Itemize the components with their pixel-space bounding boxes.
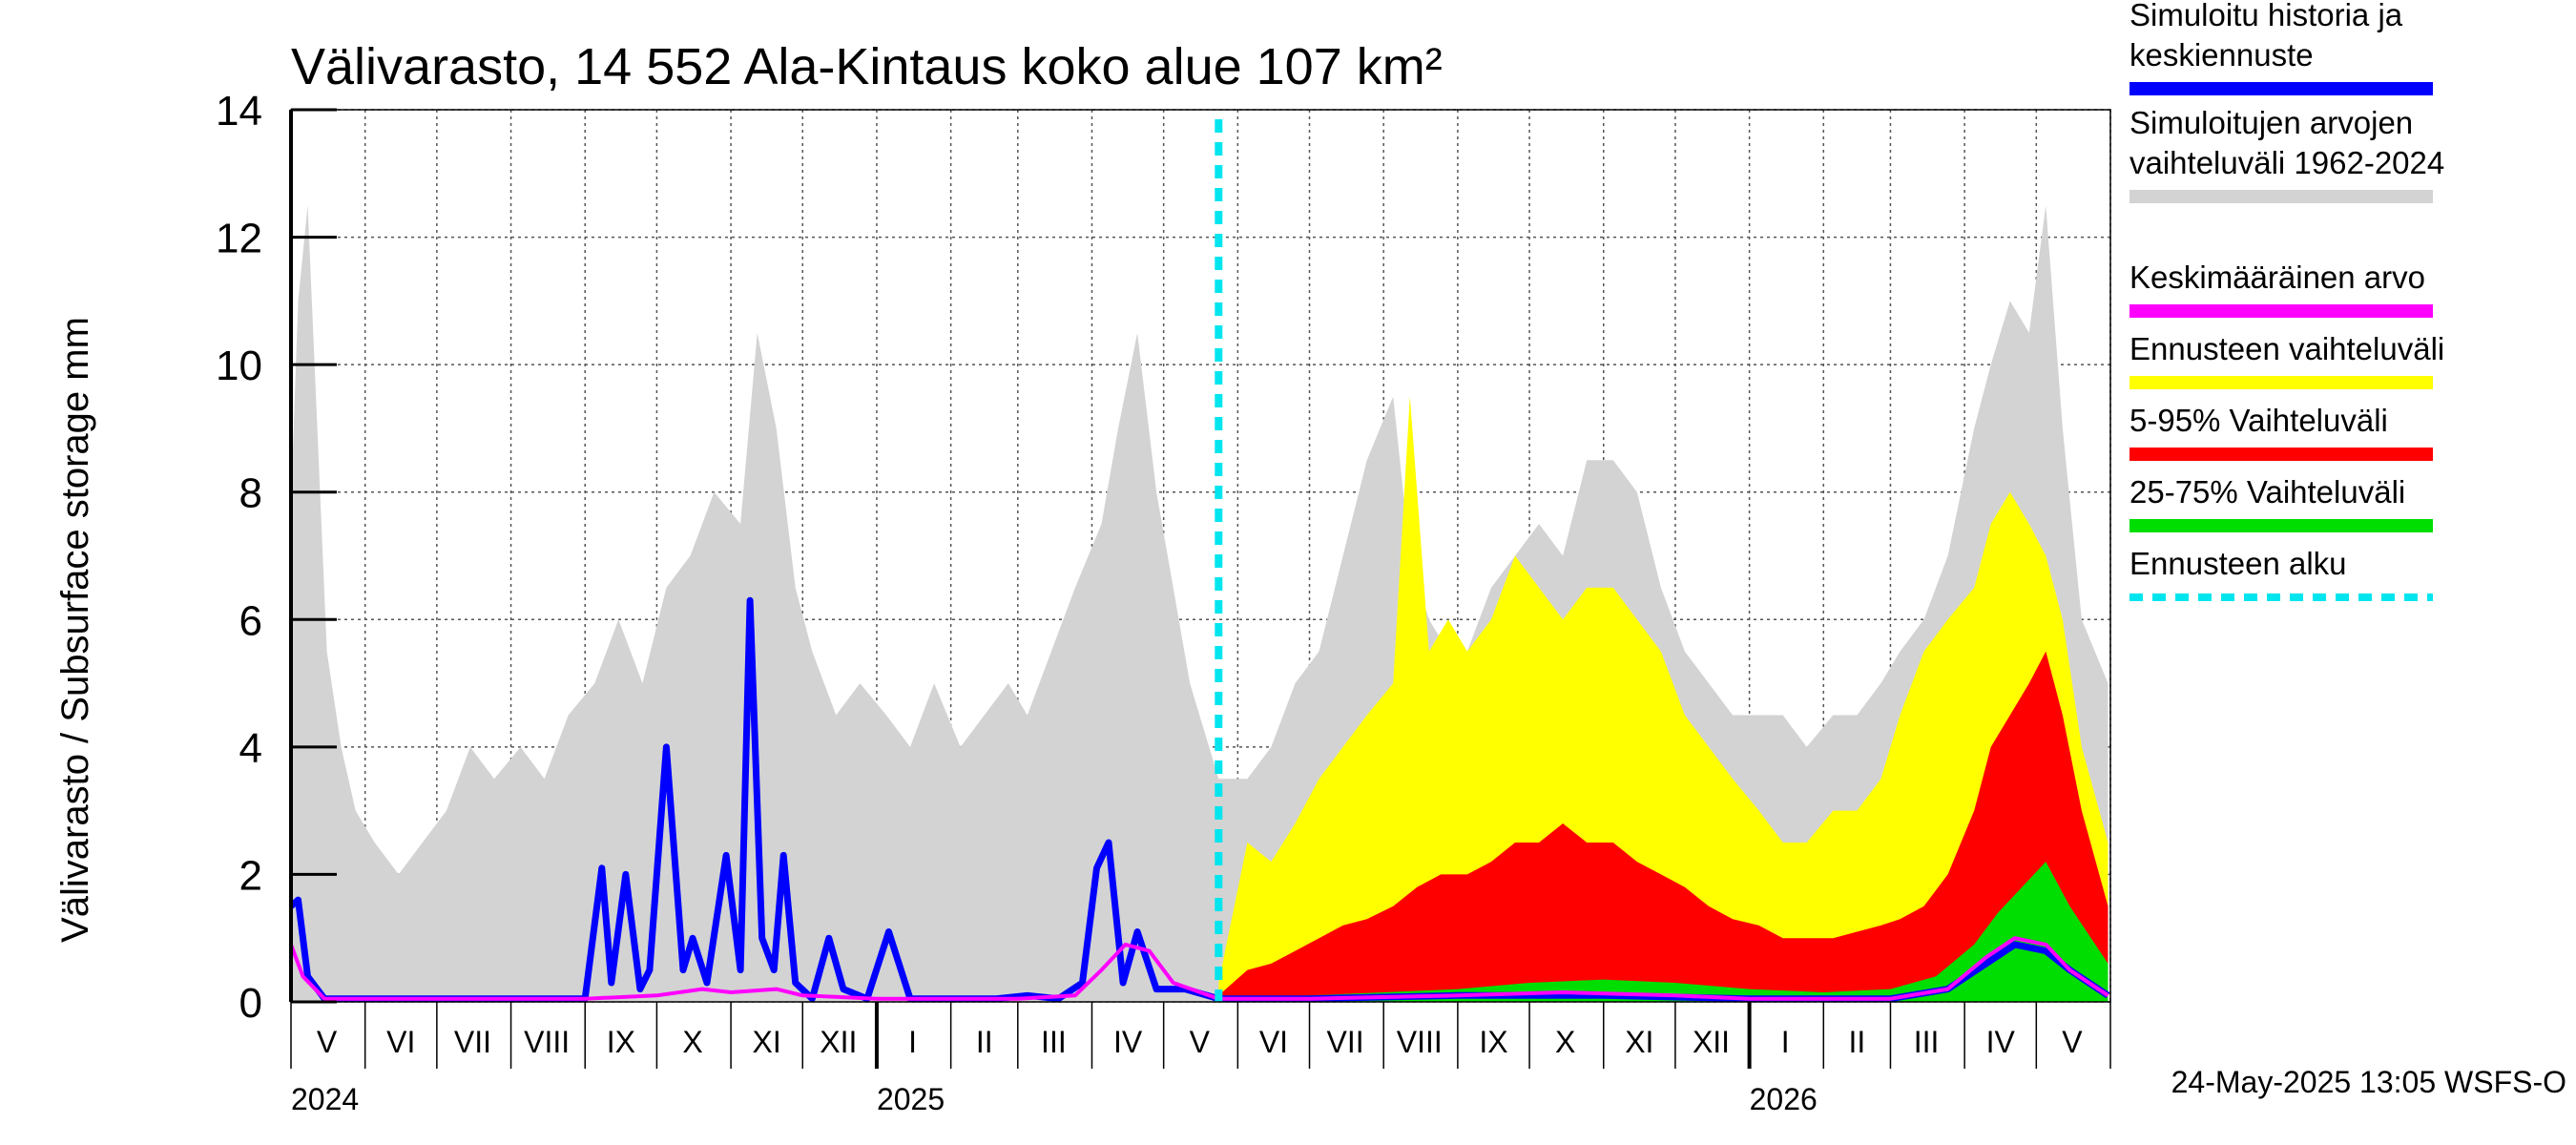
month-label: IX [607,1025,635,1059]
y-tick-label: 2 [239,852,262,899]
month-label: X [1555,1025,1575,1059]
month-label: VII [454,1025,491,1059]
month-label: IV [1113,1025,1143,1059]
chart-title: Välivarasto, 14 552 Ala-Kintaus koko alu… [291,38,1443,95]
series-lines [288,119,2110,1003]
month-label: III [1041,1025,1067,1059]
month-label: IV [1986,1025,2016,1059]
month-label: VI [386,1025,415,1059]
year-label: 2024 [291,1082,359,1116]
legend-label: Ennusteen vaihteluväli [2129,331,2444,366]
timestamp-annotation: 24-May-2025 13:05 WSFS-O [2171,1065,2566,1099]
year-label: 2025 [877,1082,945,1116]
legend-label: Simuloitu historia ja [2129,0,2403,32]
y-tick-label: 14 [216,88,262,135]
month-label: XII [1693,1025,1730,1059]
month-label: VII [1327,1025,1364,1059]
legend-label: 5-95% Vaihteluväli [2129,403,2388,438]
mean-value-line [289,936,2109,1001]
month-label: XI [753,1025,781,1059]
legend-label: keskiennuste [2129,37,2314,73]
month-label: X [682,1025,702,1059]
month-label: IX [1479,1025,1507,1059]
y-tick-labels: 0 2 4 6 8 10 12 14 [216,88,337,1027]
month-label: VIII [1397,1025,1443,1059]
legend-label: Ennusteen alku [2129,546,2347,581]
month-label: I [1781,1025,1790,1059]
range-areas [291,205,2109,1002]
month-label: I [908,1025,917,1059]
legend-label: vaihteluväli 1962-2024 [2129,145,2444,180]
forecast-range-area [1218,396,2109,1002]
legend: Simuloitu historia ja keskiennuste Simuloi… [2129,0,2444,601]
range-25-75-area [1218,862,2109,1002]
month-label: V [1190,1025,1211,1059]
month-label: II [976,1025,993,1059]
y-tick-label: 10 [216,343,262,389]
month-label: V [2062,1025,2083,1059]
month-label: XI [1625,1025,1653,1059]
legend-label: 25-75% Vaihteluväli [2129,474,2405,510]
legend-label: Simuloitujen arvojen [2129,105,2413,140]
range-5-95-area [1218,651,2109,1002]
y-tick-label: 4 [239,725,262,772]
y-tick-label: 12 [216,216,262,262]
y-tick-label: 6 [239,597,262,644]
month-label: V [317,1025,338,1059]
month-label: VI [1259,1025,1288,1059]
y-tick-label: 0 [239,980,262,1027]
y-axis-label: Välivarasto / Subsurface storage mm [54,317,96,943]
month-label: VIII [524,1025,570,1059]
legend-label: Keskimääräinen arvo [2129,260,2425,295]
x-tick-labels: V VI VII VIII IX X XI XII I II III IV V VI VII VIII IX X X… [290,1002,2111,1116]
month-label: III [1914,1025,1940,1059]
year-label: 2026 [1750,1082,1818,1116]
y-tick-label: 8 [239,470,262,517]
month-label: XII [820,1025,857,1059]
axes [289,109,2111,1003]
month-label: II [1848,1025,1865,1059]
